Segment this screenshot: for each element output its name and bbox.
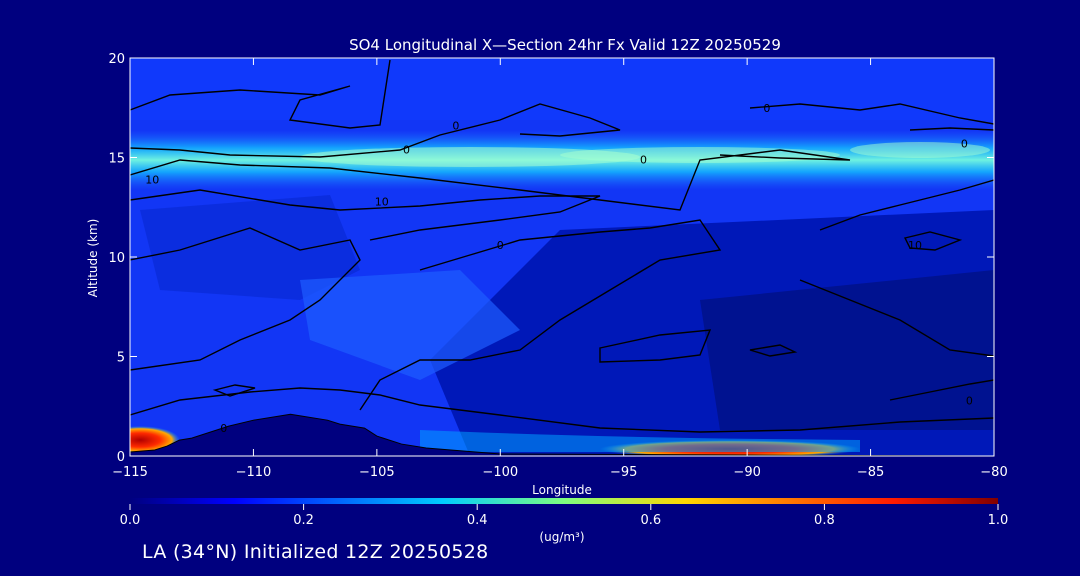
- x-tick-label: −90: [733, 465, 760, 480]
- contour-label: 0: [403, 144, 410, 157]
- plot-area: 0 0 0 0 0 0 0 0 10 10 10: [130, 58, 994, 456]
- x-axis-label: Longitude: [532, 483, 592, 497]
- field-upper-layer: [130, 58, 994, 120]
- x-tick-label: −115: [112, 465, 148, 480]
- colorbar-tick-label: 1.0: [988, 513, 1009, 528]
- x-tick-label: −80: [980, 465, 1007, 480]
- surface-plume: [420, 430, 860, 452]
- contour-line-3: [130, 149, 851, 211]
- contour-label: 0: [763, 102, 770, 115]
- contour-line-2: [130, 103, 621, 158]
- y-axis: 0 5 10 15 20: [108, 52, 994, 465]
- contour-line-7: [130, 387, 994, 433]
- y-tick-label: 5: [117, 351, 125, 366]
- contour-line-10: [599, 329, 712, 363]
- contour-label: 10: [908, 239, 922, 252]
- contour-line-1: [130, 59, 391, 129]
- colorbar-tick-label: 0.0: [120, 513, 141, 528]
- y-axis-label: Altitude (km): [86, 219, 100, 298]
- y-tick-label: 10: [108, 251, 125, 266]
- colorbar-tick-label: 0.2: [293, 513, 314, 528]
- x-tick-label: −100: [482, 465, 518, 480]
- contour-label: 0: [452, 120, 459, 133]
- upper-band-core-east: [850, 142, 990, 158]
- contour-label: 10: [375, 195, 389, 208]
- contour-line-4: [130, 189, 601, 241]
- contour-line-5: [130, 227, 361, 371]
- contour-line-13: [819, 179, 994, 231]
- contour-line-12: [903, 231, 963, 251]
- field-mid-light-west: [300, 270, 520, 380]
- contour-line-9: [909, 127, 994, 131]
- contour-label: 10: [145, 173, 159, 186]
- colorbar-tick-label: 0.8: [814, 513, 835, 528]
- footer-caption: LA (34°N) Initialized 12Z 20250528: [142, 541, 489, 563]
- contour-lines: [130, 59, 994, 433]
- y-tick-label: 15: [108, 152, 125, 167]
- colorbar-tick-label: 0.4: [467, 513, 488, 528]
- terrain-mask: [130, 413, 994, 456]
- contour-line-16: [212, 384, 256, 397]
- x-tick-label: −95: [610, 465, 637, 480]
- contour-line-11: [749, 344, 798, 357]
- contour-label: 0: [961, 138, 968, 151]
- contour-label: 0: [220, 422, 227, 435]
- colorbar-tick-label: 0.6: [640, 513, 661, 528]
- colorbar-ticks: 0.0 0.2 0.4 0.6 0.8 1.0: [120, 504, 1009, 528]
- x-axis: −115 −110 −105 −100 −95 −90 −85 −80: [112, 58, 1008, 480]
- contour-line-8: [749, 103, 994, 125]
- field-lowest-region: [700, 270, 994, 430]
- contour-line-15: [889, 379, 994, 401]
- contour-label: 0: [966, 394, 973, 407]
- contour-labels: 0 0 0 0 0 0 0 0 10 10 10: [145, 102, 973, 435]
- colorbar: [130, 498, 998, 504]
- colorbar-units: (ug/m³): [539, 530, 584, 544]
- field-mid-shade-west: [140, 195, 360, 300]
- y-tick-label: 20: [108, 52, 125, 67]
- x-tick-label: −105: [359, 465, 395, 480]
- y-tick-label: 0: [117, 450, 125, 465]
- contour-line-14: [799, 279, 994, 357]
- contour-label: 0: [497, 239, 504, 252]
- x-tick-label: −110: [236, 465, 272, 480]
- contour-label: 0: [640, 153, 647, 166]
- contour-line-6: [359, 219, 722, 411]
- x-tick-label: −85: [857, 465, 884, 480]
- chart-title: SO4 Longitudinal X—Section 24hr Fx Valid…: [349, 36, 781, 54]
